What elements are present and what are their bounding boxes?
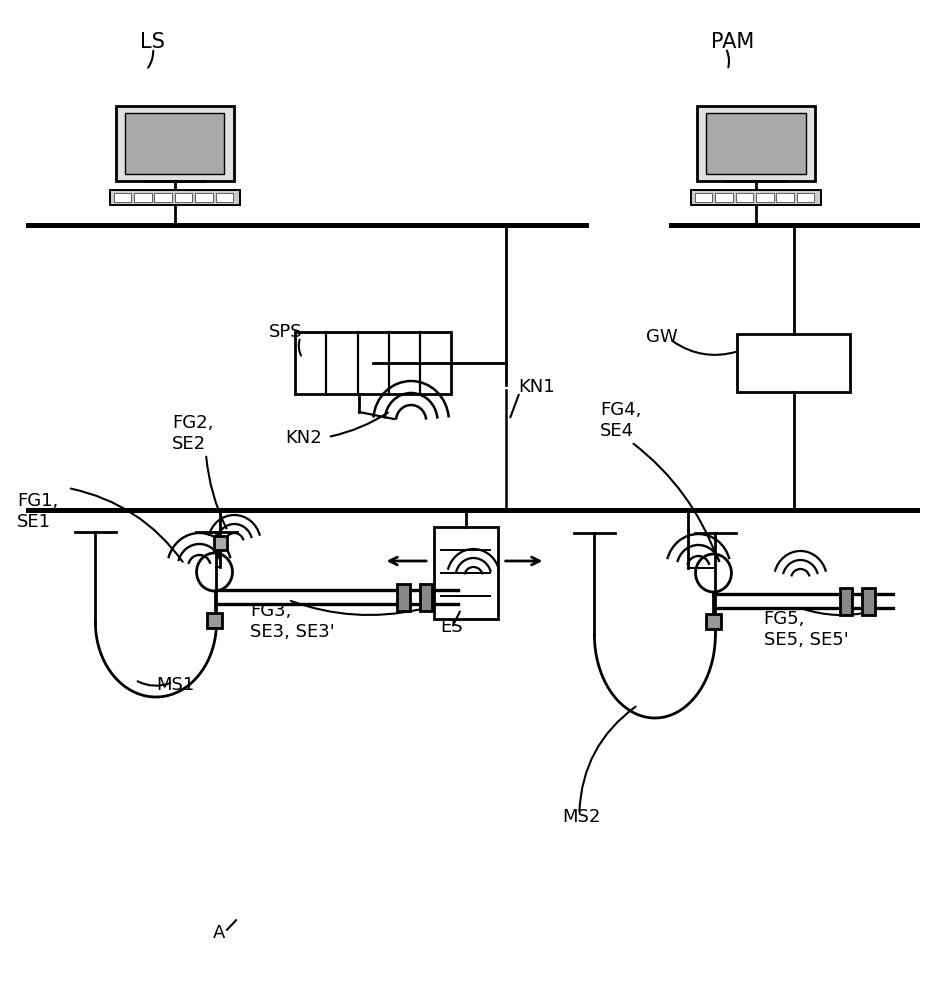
Bar bbox=[113, 193, 131, 202]
Text: SPS: SPS bbox=[268, 323, 302, 341]
Bar bbox=[715, 193, 732, 202]
Text: LS: LS bbox=[140, 32, 164, 52]
Bar bbox=[796, 193, 814, 202]
Bar bbox=[213, 536, 227, 550]
Text: GW: GW bbox=[646, 328, 677, 346]
Bar bbox=[115, 106, 234, 181]
Text: KN1: KN1 bbox=[517, 378, 554, 396]
Bar bbox=[697, 106, 814, 181]
Bar bbox=[215, 193, 233, 202]
Text: FG2,
SE2: FG2, SE2 bbox=[172, 414, 213, 453]
Bar bbox=[705, 113, 804, 174]
Text: FG3,
SE3, SE3': FG3, SE3, SE3' bbox=[250, 602, 335, 641]
Text: PAM: PAM bbox=[710, 32, 753, 52]
Bar bbox=[705, 614, 719, 629]
Bar bbox=[433, 527, 497, 619]
Bar bbox=[175, 193, 193, 202]
Bar bbox=[776, 193, 793, 202]
Text: FG5,
SE5, SE5': FG5, SE5, SE5' bbox=[763, 610, 848, 649]
Bar bbox=[694, 193, 712, 202]
Bar bbox=[125, 113, 224, 174]
Bar bbox=[134, 193, 151, 202]
Bar bbox=[734, 193, 752, 202]
Bar bbox=[690, 190, 820, 205]
Bar bbox=[208, 613, 221, 628]
Bar bbox=[736, 334, 850, 392]
Bar bbox=[862, 587, 874, 614]
Bar bbox=[110, 190, 240, 205]
Bar bbox=[195, 193, 212, 202]
Text: MS1: MS1 bbox=[156, 676, 194, 694]
Bar bbox=[755, 193, 773, 202]
Bar bbox=[295, 332, 451, 394]
Bar bbox=[154, 193, 172, 202]
Text: FG4,
SE4: FG4, SE4 bbox=[599, 401, 641, 440]
Bar bbox=[396, 584, 410, 610]
Text: ES: ES bbox=[440, 618, 463, 636]
Bar bbox=[419, 584, 432, 610]
Text: A: A bbox=[212, 924, 225, 942]
Text: KN2: KN2 bbox=[285, 429, 322, 447]
Bar bbox=[838, 587, 851, 614]
Text: MS2: MS2 bbox=[562, 808, 600, 826]
Text: FG1,
SE1: FG1, SE1 bbox=[17, 492, 59, 531]
